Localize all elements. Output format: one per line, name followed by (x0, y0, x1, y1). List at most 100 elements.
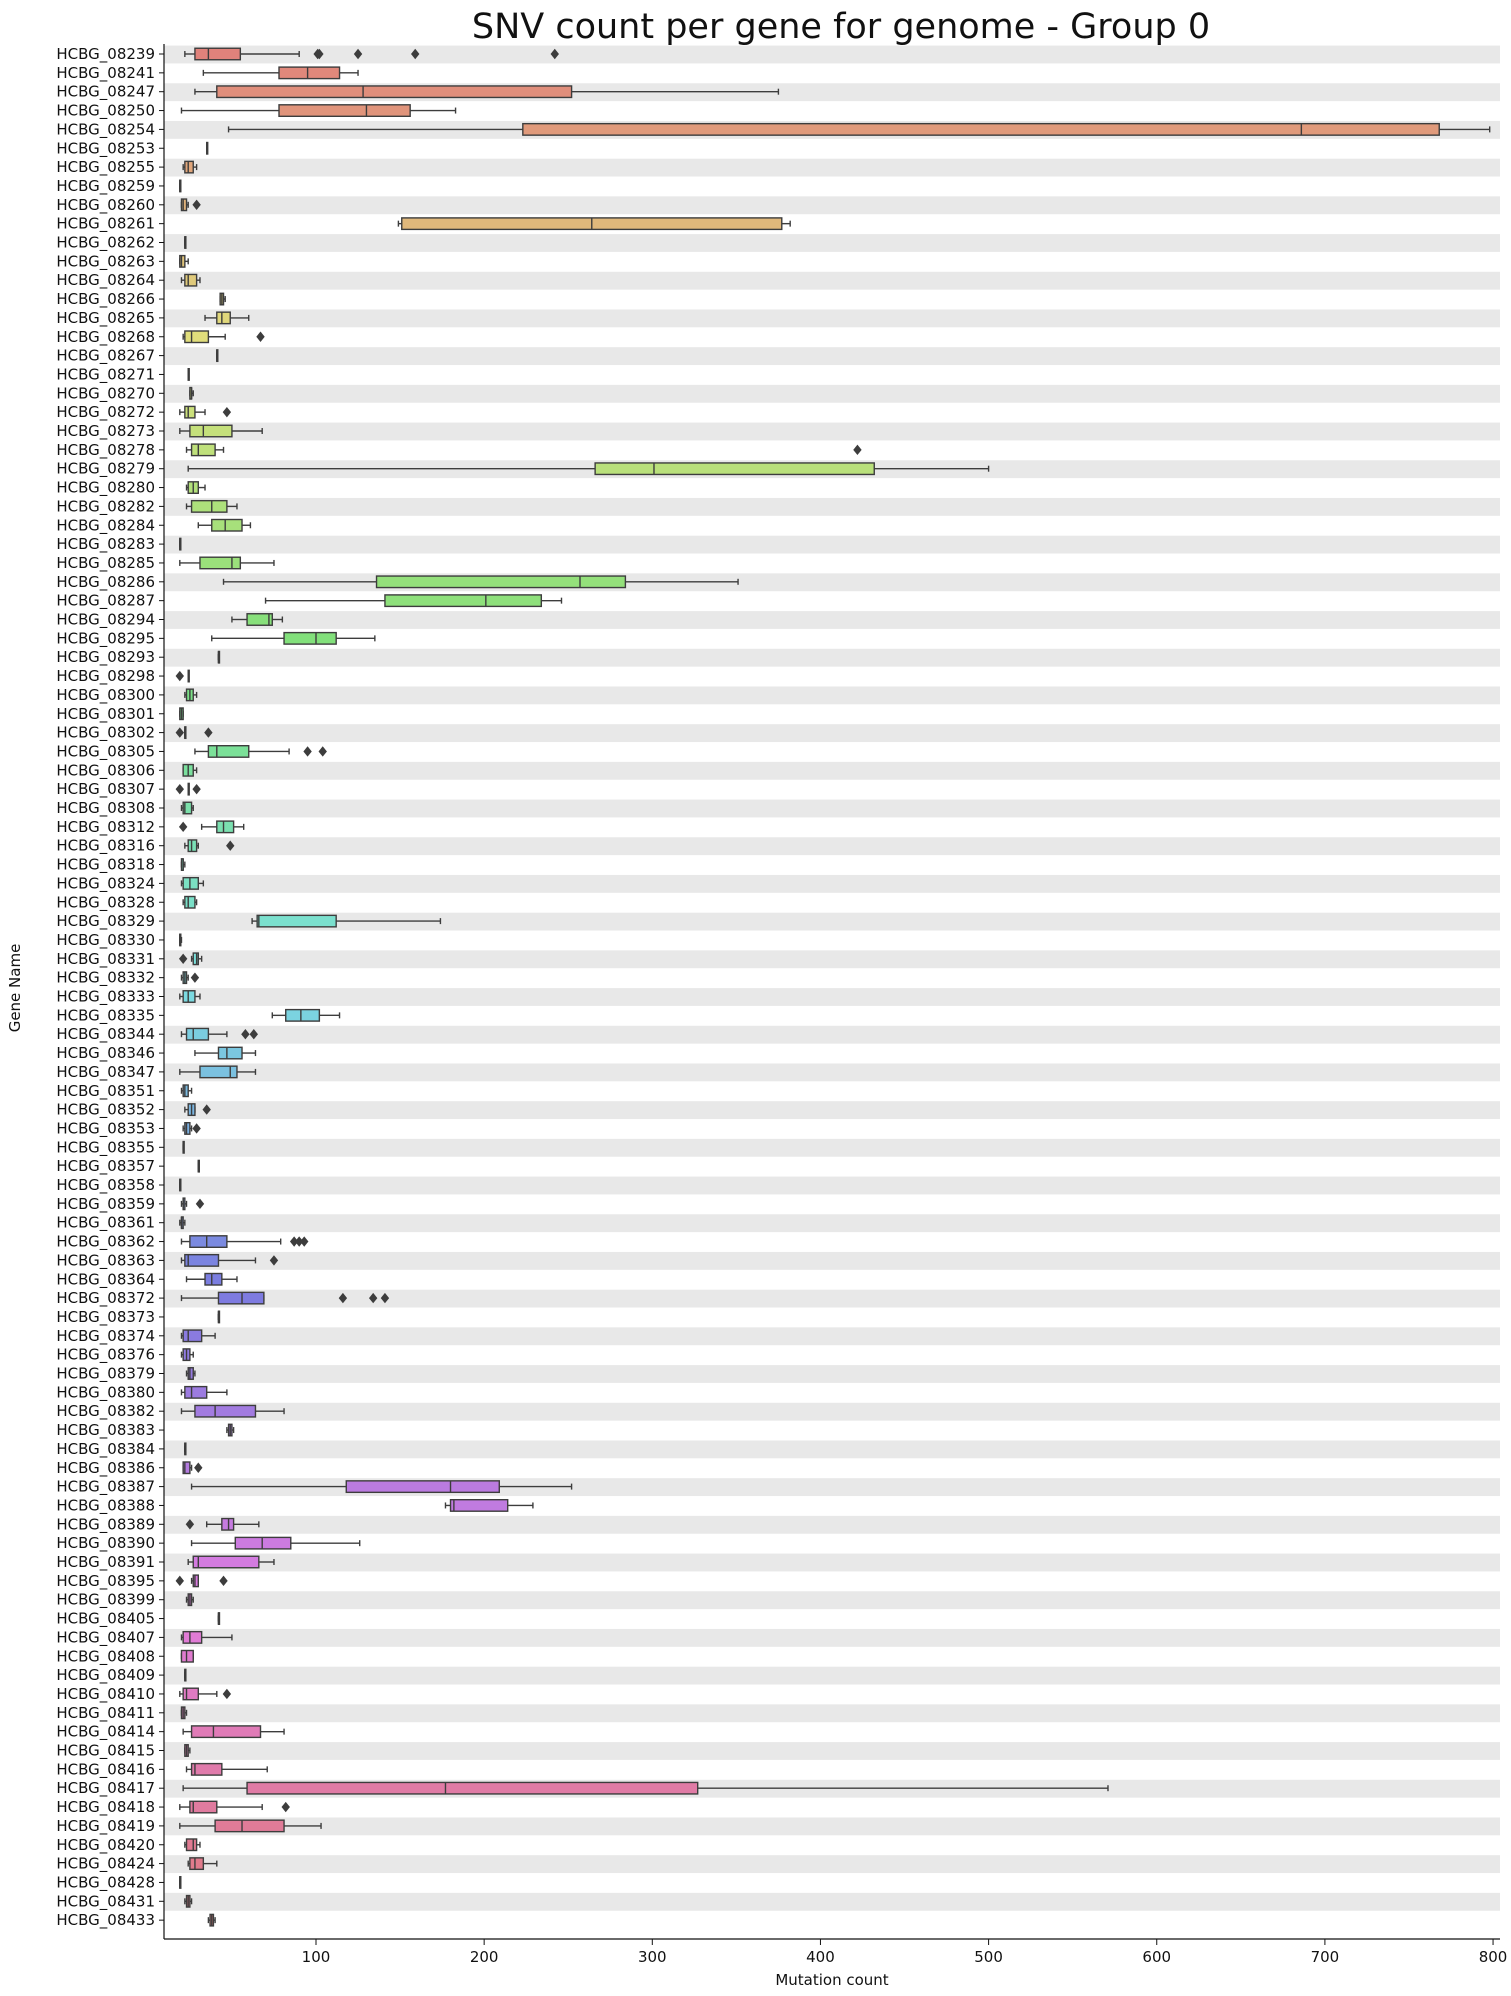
y-tick-label: HCBG_08433 (56, 1911, 155, 1930)
y-tick-label: HCBG_08347 (56, 1063, 155, 1082)
row-band (164, 271, 1500, 290)
box-HCBG_08431 (184, 1894, 193, 1908)
y-tick-label: HCBG_08333 (56, 988, 155, 1007)
y-tick-label: HCBG_08259 (56, 177, 155, 196)
y-tick-label: HCBG_08346 (56, 1044, 155, 1063)
y-tick-label: HCBG_08408 (56, 1647, 155, 1666)
box-HCBG_08335 (271, 1008, 341, 1022)
box-HCBG_08380 (180, 1385, 228, 1399)
box-HCBG_08379 (185, 1367, 196, 1380)
iqr-box (184, 1385, 208, 1399)
box-HCBG_08263 (179, 254, 189, 268)
y-tick-label: HCBG_08239 (56, 45, 155, 64)
iqr-box (190, 1725, 262, 1739)
outlier-point (303, 746, 312, 757)
iqr-box (184, 405, 196, 419)
row-band (164, 45, 1500, 64)
y-tick-label: HCBG_08265 (56, 309, 155, 328)
y-tick-label: HCBG_08283 (56, 535, 155, 554)
outlier-point (853, 444, 862, 456)
box-HCBG_08286 (222, 575, 739, 589)
box-HCBG_08316 (184, 839, 235, 853)
row-band (164, 1440, 1500, 1459)
y-tick-label: HCBG_08255 (56, 158, 155, 177)
box-HCBG_08261 (397, 217, 791, 231)
iqr-box (256, 914, 337, 928)
outlier-point (315, 48, 324, 60)
box-HCBG_08374 (180, 1329, 216, 1343)
row-band (164, 158, 1500, 177)
iqr-box (182, 801, 193, 815)
box-HCBG_08278 (185, 443, 862, 457)
y-tick-label: HCBG_08390 (56, 1534, 155, 1553)
outlier-point (289, 1236, 299, 1247)
row-band (164, 611, 1500, 629)
iqr-box (221, 1517, 235, 1531)
row-bands (164, 45, 1500, 1911)
iqr-box (246, 613, 273, 626)
y-tick-label: HCBG_08278 (56, 441, 155, 460)
y-tick-label: HCBG_08271 (56, 365, 155, 384)
iqr-box (179, 254, 186, 268)
box-HCBG_08418 (179, 1800, 290, 1814)
y-tick-label: HCBG_08388 (56, 1496, 155, 1515)
outlier-point (178, 821, 188, 833)
row-band (164, 874, 1500, 893)
box-HCBG_08270 (189, 386, 194, 400)
box-HCBG_08293 (217, 650, 221, 664)
box-HCBG_08331 (178, 952, 203, 966)
y-tick-label: HCBG_08285 (56, 554, 155, 573)
iqr-box (194, 1404, 257, 1418)
row-band (164, 1402, 1500, 1421)
y-tick-label: HCBG_08351 (56, 1082, 155, 1101)
outlier-point (185, 1519, 195, 1530)
y-tick-label: HCBG_08359 (56, 1195, 155, 1214)
box-HCBG_08395 (175, 1574, 228, 1588)
outlier-point (222, 1688, 232, 1700)
iqr-box (180, 1649, 194, 1663)
iqr-box (384, 594, 543, 608)
iqr-box (184, 1121, 191, 1135)
box-HCBG_08347 (179, 1065, 257, 1079)
box-HCBG_08419 (179, 1819, 322, 1833)
y-tick-label: HCBG_08352 (56, 1101, 155, 1120)
iqr-box (184, 330, 210, 344)
y-tick-label: HCBG_08407 (56, 1628, 155, 1647)
box-HCBG_08408 (180, 1649, 194, 1663)
chart-title: SNV count per gene for genome - Group 0 (472, 7, 1210, 47)
box-HCBG_08305 (194, 745, 327, 758)
y-tick-label: HCBG_08335 (56, 1006, 155, 1025)
y-tick-label: HCBG_08273 (56, 422, 155, 441)
outlier-point (192, 199, 201, 210)
x-axis-label: Mutation count (775, 1971, 888, 1989)
box-HCBG_08294 (231, 613, 284, 626)
y-tick-label: HCBG_08294 (56, 611, 155, 630)
x-tick-label: 200 (470, 1948, 499, 1966)
row-band (164, 1855, 1500, 1874)
outlier-point (380, 1292, 390, 1304)
iqr-box (190, 499, 228, 513)
box-HCBG_08382 (180, 1404, 285, 1418)
iqr-box (216, 820, 235, 834)
box-HCBG_08351 (180, 1084, 193, 1098)
row-band (164, 799, 1500, 818)
y-tick-label: HCBG_08306 (56, 761, 155, 780)
y-tick-label: HCBG_08417 (56, 1779, 155, 1798)
outlier-point (300, 1236, 309, 1247)
y-tick-label: HCBG_08330 (56, 931, 155, 950)
box-HCBG_08389 (185, 1517, 260, 1531)
box-HCBG_08272 (179, 405, 232, 419)
row-band (164, 1101, 1500, 1120)
iqr-box (189, 424, 233, 438)
row-band (164, 1138, 1500, 1157)
outlier-point (318, 746, 327, 757)
box-HCBG_08306 (182, 763, 198, 777)
y-tick-label: HCBG_08280 (56, 479, 155, 498)
box-HCBG_08424 (187, 1857, 218, 1871)
y-tick-label: HCBG_08270 (56, 384, 155, 403)
box-HCBG_08308 (180, 801, 194, 815)
box-HCBG_08355 (182, 1140, 185, 1154)
row-band (164, 912, 1500, 931)
row-band (164, 837, 1500, 856)
box-HCBG_08352 (184, 1103, 211, 1117)
